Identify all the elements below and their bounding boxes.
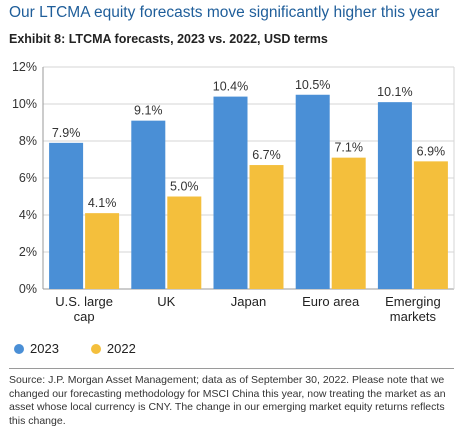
y-tick-label: 2% bbox=[19, 245, 37, 259]
x-tick-label: UK bbox=[157, 294, 175, 309]
legend-swatch-2023 bbox=[14, 343, 24, 354]
y-tick-label: 12% bbox=[12, 60, 37, 74]
y-tick-label: 6% bbox=[19, 171, 37, 185]
source-note: Source: J.P. Morgan Asset Management; da… bbox=[9, 374, 446, 427]
bar-2023 bbox=[377, 102, 412, 290]
legend: 2023 2022 bbox=[14, 341, 136, 356]
data-label: 5.0% bbox=[170, 180, 199, 194]
data-label: 7.9% bbox=[52, 126, 81, 140]
x-tick-label: Japan bbox=[231, 294, 266, 309]
legend-label-2022: 2022 bbox=[106, 341, 136, 356]
y-tick-label: 8% bbox=[19, 134, 37, 148]
legend-item-2022: 2022 bbox=[90, 341, 136, 356]
x-tick-label: U.S. large bbox=[55, 294, 113, 309]
bar-2022 bbox=[413, 161, 448, 289]
x-tick-label: cap bbox=[74, 309, 95, 324]
bar-2023 bbox=[49, 142, 84, 289]
legend-swatch-2022 bbox=[90, 343, 101, 354]
bar-2022 bbox=[167, 196, 202, 289]
data-label: 9.1% bbox=[134, 104, 163, 118]
data-label: 10.4% bbox=[213, 80, 248, 94]
data-label: 6.7% bbox=[252, 148, 281, 162]
x-tick-label: Euro area bbox=[302, 294, 360, 309]
chart-subtitle: Exhibit 8: LTCMA forecasts, 2023 vs. 202… bbox=[9, 32, 328, 46]
bar-2022 bbox=[85, 213, 120, 289]
data-label: 10.5% bbox=[295, 78, 330, 92]
legend-label-2023: 2023 bbox=[30, 341, 59, 356]
bar-2023 bbox=[131, 120, 166, 290]
data-label: 4.1% bbox=[88, 196, 117, 210]
bar-2022 bbox=[331, 157, 366, 289]
y-tick-label: 10% bbox=[12, 97, 37, 111]
x-tick-label: markets bbox=[390, 309, 437, 324]
bar-2023 bbox=[213, 96, 248, 289]
data-label: 7.1% bbox=[334, 141, 363, 155]
y-tick-label: 4% bbox=[19, 208, 37, 222]
bar-2022 bbox=[249, 165, 284, 289]
chart-title: Our LTCMA equity forecasts move signific… bbox=[9, 4, 440, 21]
x-tick-label: Emerging bbox=[385, 294, 441, 309]
bar-2023 bbox=[295, 94, 330, 289]
divider bbox=[9, 368, 454, 369]
data-label: 10.1% bbox=[377, 85, 412, 99]
data-label: 6.9% bbox=[417, 144, 446, 158]
legend-item-2023: 2023 bbox=[14, 341, 59, 356]
y-tick-label: 0% bbox=[19, 282, 37, 296]
